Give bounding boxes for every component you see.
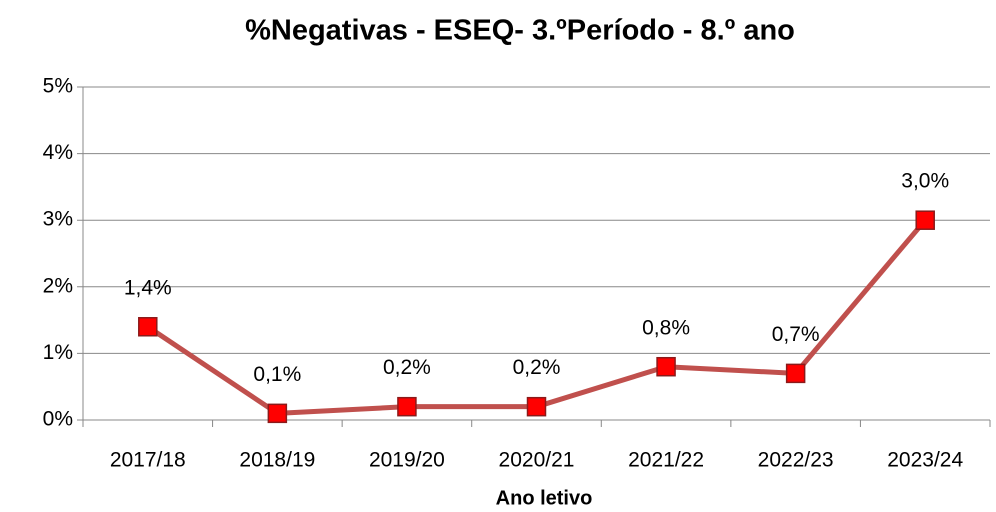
- data-label: 0,1%: [253, 363, 301, 386]
- x-tick-label: 2020/21: [499, 449, 575, 472]
- data-label: 0,2%: [513, 356, 561, 379]
- y-tick-label: 0%: [43, 408, 73, 431]
- marker: [785, 363, 806, 384]
- data-label: 1,4%: [124, 276, 172, 299]
- y-tick-label: 2%: [43, 274, 73, 297]
- data-label: 0,8%: [642, 316, 690, 339]
- x-axis-title: Ano letivo: [496, 487, 593, 509]
- marker: [526, 396, 547, 417]
- marker: [915, 210, 935, 230]
- x-tick-label: 2023/24: [887, 449, 963, 472]
- x-tick-label: 2022/23: [758, 449, 834, 472]
- marker: [138, 317, 158, 337]
- data-label: 3,0%: [901, 170, 949, 193]
- marker: [397, 396, 417, 417]
- marker: [267, 403, 288, 424]
- data-label: 0,2%: [383, 356, 431, 379]
- y-tick-label: 3%: [43, 208, 73, 231]
- x-tick-label: 2018/19: [239, 449, 315, 472]
- x-tick-label: 2019/20: [369, 449, 445, 472]
- data-label: 0,7%: [772, 323, 820, 346]
- marker: [656, 356, 676, 377]
- y-tick-label: 4%: [43, 141, 73, 164]
- x-tick-label: 2021/22: [628, 449, 704, 472]
- x-tick-label: 2017/18: [110, 449, 186, 472]
- y-tick-label: 1%: [43, 341, 73, 364]
- chart-title: %Negativas - ESEQ- 3.ºPeríodo - 8.º ano: [245, 15, 795, 47]
- y-tick-label: 5%: [43, 75, 73, 98]
